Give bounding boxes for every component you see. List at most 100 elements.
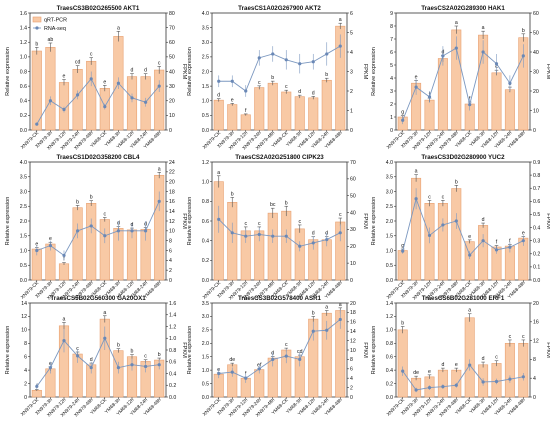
bar	[437, 203, 448, 281]
y-tick-label: 0.0	[386, 278, 393, 284]
y2-tick-label: 1.6	[169, 301, 176, 307]
legend-bar-swatch	[32, 16, 42, 23]
y2-axis-label: FPKM	[545, 213, 550, 229]
significance-letter: a	[339, 302, 342, 308]
y2-tick-label: 10	[533, 108, 539, 114]
significance-letter: de	[413, 370, 419, 376]
y2-tick-label: 4	[350, 50, 353, 56]
y-tick-label: 3.0	[202, 40, 209, 46]
y-tick-label: 1.0	[386, 248, 393, 254]
line-point	[217, 217, 221, 221]
y-tick-label: 0.8	[202, 199, 209, 205]
y-tick-label: 3.5	[202, 25, 209, 31]
y-tick-label: 0.5	[386, 263, 393, 269]
y2-tick-label: 0.8	[533, 173, 540, 179]
bar	[45, 47, 56, 131]
line-point	[244, 89, 248, 93]
line-point	[427, 386, 432, 390]
y2-tick-label: 1.0	[169, 336, 176, 342]
line-point	[130, 363, 134, 367]
y2-tick-label: 0.9	[533, 160, 540, 166]
y2-tick-label: 0.4	[169, 371, 176, 377]
y-tick-label: 0.0	[202, 128, 209, 134]
bar	[294, 228, 305, 281]
legend-bar-label: qRT-PCR	[44, 18, 67, 24]
y2-tick-label: 0	[533, 128, 536, 134]
y-tick-label: 14	[21, 301, 27, 307]
line-point	[338, 231, 342, 235]
line-point	[508, 81, 512, 85]
chart-title: TraesCS3D02G280900 YUC2	[421, 154, 505, 161]
significance-letter: f	[496, 239, 498, 245]
y-tick-label: 3.5	[386, 175, 393, 181]
y-tick-label: 4	[24, 368, 27, 374]
significance-letter: c	[158, 60, 161, 66]
y2-tick-label: 2	[350, 89, 353, 95]
significance-letter: a	[339, 17, 342, 23]
significance-letter: d	[312, 231, 315, 237]
significance-letter: c	[258, 221, 261, 227]
line-point	[284, 354, 288, 358]
y-tick-label: 0.0	[202, 395, 209, 401]
y2-tick-label: 0.1	[533, 265, 540, 271]
y2-tick-label: 6	[350, 11, 353, 17]
line-point	[454, 219, 458, 223]
line-point	[244, 234, 248, 238]
line-point	[230, 79, 234, 83]
significance-letter: c	[90, 52, 93, 58]
bar	[491, 72, 502, 131]
y2-tick-label: 30	[350, 227, 356, 233]
line-point	[338, 44, 342, 48]
significance-letter: d	[441, 362, 444, 368]
line-point	[116, 366, 120, 370]
y2-tick-label: 0.5	[533, 212, 540, 218]
line-point	[271, 52, 275, 56]
y-tick-label: 1.2	[202, 160, 209, 166]
y2-tick-label: 6	[350, 367, 353, 373]
line-point	[35, 122, 39, 126]
significance-letter: c	[285, 342, 288, 348]
significance-letter: e	[49, 236, 52, 242]
y-tick-label: 0.0	[20, 128, 27, 134]
y2-tick-label: 0.2	[533, 252, 540, 258]
y-tick-label: 0.4	[202, 238, 209, 244]
line-point	[311, 241, 315, 245]
bar	[126, 76, 138, 131]
y2-tick-label: 4	[169, 258, 172, 264]
line-point	[230, 231, 234, 235]
y-tick-label: 0	[390, 128, 393, 134]
line-point	[76, 354, 80, 358]
chart-title: TraesCS2A02G251800 CIPK23	[235, 154, 324, 161]
y2-tick-label: 14	[169, 209, 175, 215]
line-point	[311, 329, 315, 333]
y2-tick-label: 30	[169, 84, 175, 90]
y2-tick-label: 20	[533, 89, 539, 95]
line-point	[325, 328, 329, 332]
bar	[424, 99, 435, 131]
bar	[154, 69, 165, 131]
bar	[267, 82, 278, 131]
y-tick-label: 0.6	[202, 219, 209, 225]
y2-tick-label: 2	[350, 385, 353, 391]
y2-tick-label: 50	[533, 30, 539, 36]
y-tick-label: 1.4	[20, 25, 27, 31]
line-point	[298, 244, 302, 248]
y-tick-label: 3.5	[202, 301, 209, 307]
y-axis-label: Relative expression	[187, 47, 193, 96]
y2-tick-label: 18	[169, 189, 175, 195]
y2-tick-label: 0	[350, 278, 353, 284]
y-axis-label: Relative expression	[187, 326, 193, 375]
chart-panel-2: TraesCS1A02G267900 AKT2 0.0 0.5 1.0 1.5 2.0 2.…	[187, 5, 368, 152]
y-tick-label: 0.8	[20, 69, 27, 75]
line-point	[130, 96, 134, 100]
y-tick-label: 4.0	[386, 160, 393, 166]
y2-tick-label: 0.3	[533, 238, 540, 244]
y2-tick-label: 8	[350, 357, 353, 363]
legend: qRT-PCR RNA-seq	[32, 16, 67, 32]
line-point	[257, 232, 261, 237]
y2-tick-label: 1.2	[169, 324, 176, 330]
line-point	[62, 107, 66, 112]
line-point	[325, 52, 329, 56]
bar	[86, 203, 97, 281]
y2-tick-label: 16	[350, 320, 356, 326]
